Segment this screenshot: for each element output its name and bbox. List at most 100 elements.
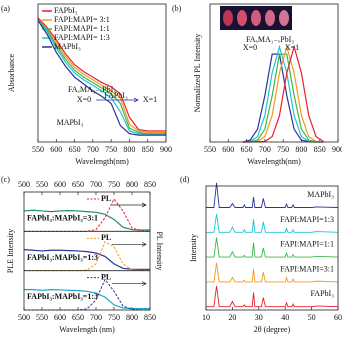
x-tick-label-top: 650 (72, 180, 84, 189)
series-label: FAPI:MAPI=1:3 (280, 215, 334, 224)
series-label: FAPbI₃ (310, 289, 334, 298)
x-tick-label-top: 550 (36, 180, 48, 189)
legend-label: PL (101, 194, 111, 203)
x-tick-label: 800 (123, 145, 135, 154)
series-line (37, 18, 166, 135)
legend-label: FAPI:MAPI= 1:3 (54, 33, 110, 42)
x-tick-label: 700 (259, 145, 271, 154)
x-tick-label: 20 (228, 313, 236, 322)
xrd-line (206, 214, 339, 233)
xrd-line (206, 237, 339, 258)
x-tick-label: 650 (72, 313, 84, 322)
xrd-line (206, 182, 339, 208)
annotation: X=0 (243, 43, 257, 52)
panel-label: (a) (1, 4, 10, 13)
x-tick-label: 750 (105, 145, 117, 154)
x-tick-label: 550 (204, 145, 216, 154)
inset-glow (251, 10, 261, 26)
panel-sample-label: FAPbI₃:MAPbI₃=1:3 (27, 253, 98, 262)
arrow (96, 97, 139, 103)
panel-label: (c) (1, 175, 10, 184)
x-axis-label: 2θ (degree) (254, 325, 291, 334)
series-label: FAPI:MAPI=1:1 (280, 240, 334, 249)
legend-label: FAPbI₃ (54, 6, 78, 15)
series-line (37, 17, 166, 132)
annotation: FAPbI₃ (104, 91, 128, 100)
plot-frame (23, 191, 151, 311)
x-tick-label: 60 (334, 313, 342, 322)
annotation: MAPbI₃ (57, 118, 84, 127)
x-tick-label: 850 (144, 313, 156, 322)
x-tick-label: 50 (308, 313, 316, 322)
x-tick-label: 650 (69, 145, 81, 154)
panel-sample-label: FAPbI₃:MAPbI₃=3:1 (27, 214, 98, 223)
x-tick-label-top: 700 (90, 180, 102, 189)
inset-glow (237, 10, 247, 26)
x-tick-label: 500 (18, 313, 30, 322)
x-axis-label: Wavelength (nm) (59, 325, 115, 334)
annotation: X=1 (285, 43, 299, 52)
x-tick-label: 850 (142, 145, 154, 154)
xrd-line (206, 262, 339, 283)
x-tick-label: 600 (50, 145, 62, 154)
arrow (112, 242, 147, 247)
panel-sample-label: FAPbI₃:MAPbI₃=1:3 (27, 292, 98, 301)
x-tick-label: 800 (295, 145, 307, 154)
x-tick-label: 900 (332, 145, 342, 154)
legend-label: MAPbI₃ (54, 42, 81, 51)
x-tick-label: 550 (36, 313, 48, 322)
y-axis-label: Intensity (189, 234, 198, 262)
legend-label: PL (101, 233, 111, 242)
x-axis-label: Wavelength(nm) (75, 157, 129, 166)
x-tick-label: 700 (90, 313, 102, 322)
x-tick-label: 40 (281, 313, 289, 322)
y-axis-label: Absorbance (7, 53, 16, 92)
x-tick-label: 750 (108, 313, 120, 322)
annotation: FAₓMA₁₋ₓPbI₃ (246, 35, 294, 44)
x-tick-label: 10 (202, 313, 210, 322)
ple-line (23, 249, 150, 270)
plot-frame (37, 3, 167, 143)
x-tick-label-top: 600 (54, 180, 66, 189)
x-axis-label: Wavelength(nm) (247, 157, 301, 166)
legend-label: PL (101, 272, 111, 281)
annotation: X=1 (143, 95, 157, 104)
legend-label: FAPI:MAPI= 3:1 (54, 15, 110, 24)
xrd-line (206, 285, 339, 308)
panel-label: (d) (180, 175, 190, 184)
x-tick-label: 650 (241, 145, 253, 154)
inset-glow (223, 10, 233, 26)
legend-label: FAPI:MAPI= 1:1 (54, 24, 110, 33)
x-tick-label: 700 (87, 145, 99, 154)
x-tick-label: 30 (255, 313, 263, 322)
y2-axis-label: PL Intensity (155, 231, 164, 270)
y-axis-label: Normalized PL Intensity (193, 34, 202, 113)
inset-glow (279, 10, 289, 26)
series-label: MAPbI₃ (307, 190, 334, 199)
arrow (112, 281, 147, 286)
x-tick-label: 850 (314, 145, 326, 154)
inset-glow (265, 10, 275, 26)
x-tick-label-top: 500 (18, 180, 30, 189)
x-tick-label-top: 850 (144, 180, 156, 189)
x-tick-label-top: 800 (126, 180, 138, 189)
series-line (37, 18, 166, 133)
x-tick-label: 600 (54, 313, 66, 322)
panel-label: (b) (172, 4, 182, 13)
arrow (112, 202, 147, 208)
x-tick-label: 600 (222, 145, 234, 154)
x-tick-label: 750 (277, 145, 289, 154)
ple-line (23, 209, 150, 231)
y-axis-label: PLE Intensity (6, 229, 15, 273)
plot-frame (209, 3, 339, 143)
x-tick-label: 800 (126, 313, 138, 322)
x-tick-label: 550 (32, 145, 44, 154)
x-tick-label: 900 (160, 145, 172, 154)
series-line (37, 20, 166, 136)
series-label: FAPI:MAPI=3:1 (280, 264, 334, 273)
plot-frame (205, 185, 339, 311)
annotation: FAₓMA₁₋ₓPbI₃ (68, 85, 116, 94)
annotation: X=0 (77, 95, 91, 104)
